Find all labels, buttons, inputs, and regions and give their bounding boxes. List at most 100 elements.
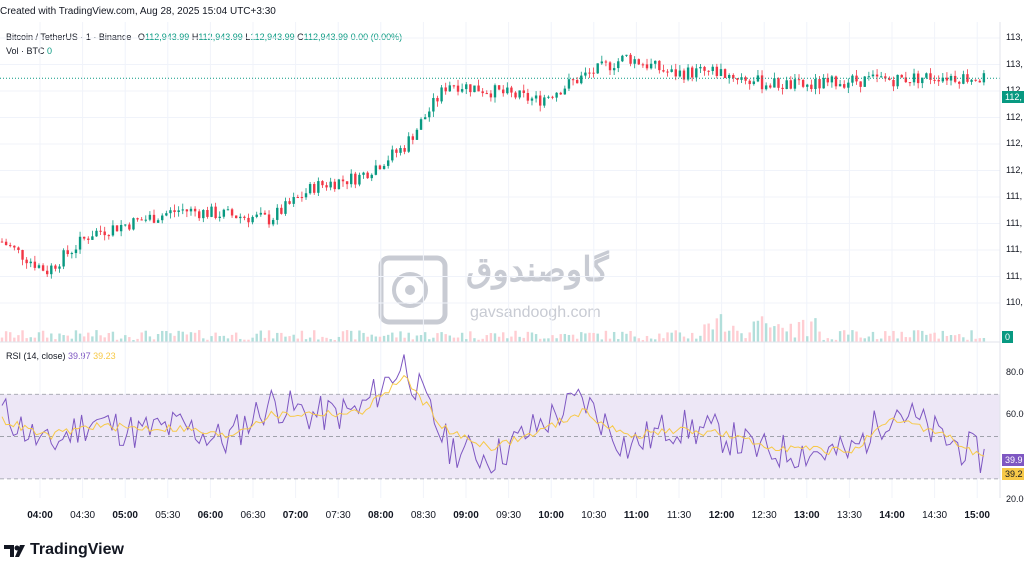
volume-bar: [448, 335, 452, 342]
volume-bar: [843, 330, 846, 342]
candle: [814, 78, 817, 90]
volume-bar: [460, 332, 464, 342]
candle: [333, 181, 336, 190]
volume-bar: [666, 332, 669, 342]
candle: [239, 216, 242, 219]
candle: [851, 75, 854, 83]
volume-bar: [810, 321, 813, 342]
candle: [764, 85, 768, 90]
volume-bar: [419, 335, 423, 342]
volume-bar: [777, 324, 780, 342]
volume-label[interactable]: Vol · BTC: [6, 46, 45, 56]
open-value: 112,943.99: [144, 32, 190, 42]
candle: [107, 235, 111, 237]
candle: [551, 96, 554, 98]
volume-bar: [633, 336, 636, 342]
volume-bar: [25, 338, 28, 342]
rsi-ma-value: 39.23: [93, 351, 116, 361]
volume-bar: [970, 330, 973, 342]
volume-bar: [198, 330, 201, 342]
volume-bar: [54, 339, 57, 342]
candle: [682, 70, 686, 80]
volume-bar: [621, 331, 624, 342]
candle: [929, 73, 932, 80]
volume-bar: [662, 338, 665, 342]
volume-bar: [358, 330, 361, 342]
volume-bar: [87, 332, 90, 342]
candle: [925, 73, 928, 78]
y-tick-label: 111,: [1006, 217, 1023, 228]
candle: [288, 201, 291, 204]
volume-bar: [612, 331, 616, 342]
candle: [518, 90, 521, 98]
candle: [896, 74, 899, 87]
candle: [559, 92, 562, 95]
x-tick-label: 08:00: [368, 510, 394, 521]
candle: [271, 219, 275, 225]
candle: [691, 67, 694, 78]
volume-bar: [978, 338, 981, 342]
volume-bar: [958, 334, 961, 342]
candle: [863, 76, 866, 87]
volume-bar: [502, 332, 505, 342]
volume-bar: [0, 337, 4, 342]
volume-bar: [234, 332, 238, 342]
candle: [843, 84, 846, 88]
candle: [70, 253, 74, 255]
candle: [818, 78, 821, 89]
volume-bar: [37, 332, 41, 342]
volume-bar: [165, 331, 168, 342]
volume-bar: [111, 331, 115, 342]
candle: [625, 54, 628, 56]
candle: [313, 184, 316, 193]
volume-bar: [103, 337, 106, 342]
candle: [514, 92, 517, 98]
candle: [810, 84, 813, 90]
candle: [341, 179, 345, 182]
candle: [403, 148, 406, 152]
candle: [460, 89, 464, 92]
volume-bar: [921, 330, 924, 342]
candle: [177, 210, 180, 213]
candle: [723, 69, 727, 79]
volume-bar: [740, 333, 743, 342]
volume-bar: [699, 335, 702, 342]
candle: [617, 61, 620, 69]
volume-bar: [551, 335, 554, 342]
candle: [284, 201, 287, 214]
candle: [50, 265, 53, 275]
volume-bar: [760, 316, 764, 342]
candle: [218, 216, 221, 219]
volume-bar: [838, 331, 842, 342]
candle: [13, 245, 16, 248]
candle: [666, 71, 669, 73]
candle: [797, 79, 801, 81]
volume-bar: [177, 330, 180, 342]
volume-bar: [908, 337, 912, 342]
candle: [547, 96, 550, 98]
tradingview-brand[interactable]: TradingView: [30, 541, 124, 558]
volume-bar: [21, 330, 24, 342]
candle: [966, 74, 969, 82]
candle: [970, 79, 973, 82]
rsi-title[interactable]: RSI (14, close): [6, 351, 66, 361]
volume-bar: [518, 336, 521, 342]
candle: [4, 241, 8, 246]
x-tick-label: 06:30: [240, 510, 266, 521]
volume-bar: [288, 336, 291, 342]
volume-bar: [608, 338, 612, 342]
symbol-title[interactable]: Bitcoin / TetherUS · 1 · Binance: [6, 32, 132, 42]
candle: [62, 250, 65, 267]
rsi-y-tick: 20.00: [1006, 494, 1024, 504]
candle: [407, 136, 410, 152]
candle: [415, 129, 419, 140]
candle: [645, 64, 649, 69]
volume-bar: [596, 333, 599, 342]
volume-bar: [629, 330, 632, 342]
candle: [214, 206, 217, 219]
volume-bar: [678, 332, 682, 342]
volume-bar: [489, 333, 493, 342]
volume-bar: [267, 330, 271, 342]
volume-bar: [259, 330, 263, 342]
